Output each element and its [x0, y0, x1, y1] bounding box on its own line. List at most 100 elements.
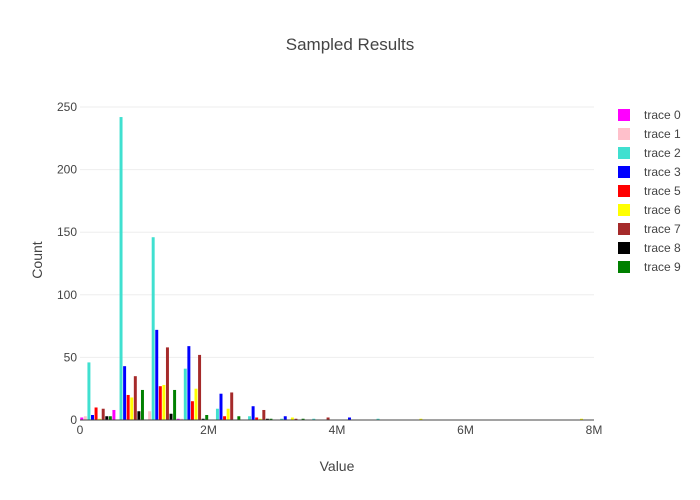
bar: [248, 416, 252, 420]
bar: [137, 411, 141, 420]
bar: [265, 418, 269, 420]
x-tick-label: 6M: [457, 423, 474, 437]
bar: [158, 386, 162, 420]
legend-item[interactable]: trace 9: [618, 260, 681, 274]
legend-label: trace 6: [644, 203, 681, 217]
bar: [580, 418, 583, 420]
bar: [190, 401, 194, 420]
bar: [119, 117, 123, 420]
bar: [419, 418, 423, 420]
bar: [101, 408, 105, 420]
bar: [98, 418, 102, 420]
legend-label: trace 9: [644, 260, 681, 274]
legend-item[interactable]: trace 7: [618, 222, 681, 236]
legend-swatch: [618, 223, 630, 235]
bar: [255, 417, 259, 420]
y-tick-label: 100: [57, 288, 77, 302]
bar: [140, 389, 144, 420]
legend-item[interactable]: trace 1: [618, 127, 681, 141]
bar: [126, 394, 130, 420]
legend-label: trace 1: [644, 127, 681, 141]
legend-label: trace 7: [644, 222, 681, 236]
bar: [269, 418, 273, 420]
bar: [133, 376, 137, 420]
bar: [326, 417, 330, 420]
legend-swatch: [618, 109, 630, 121]
legend-item[interactable]: trace 6: [618, 203, 681, 217]
x-tick-label: 2M: [200, 423, 217, 437]
legend[interactable]: trace 0 trace 1 trace 2 trace 3 trace 5 trace…: [618, 108, 681, 274]
bar: [312, 418, 316, 420]
bar: [215, 408, 219, 420]
bar: [201, 418, 205, 420]
bar: [301, 418, 305, 420]
bar: [165, 347, 169, 420]
legend-swatch: [618, 204, 630, 216]
bar: [290, 417, 294, 420]
bar: [237, 416, 241, 420]
chart-title: Sampled Results: [286, 35, 415, 54]
y-axis-ticks: 0 50 100 150 200 250: [57, 100, 77, 427]
bar: [194, 388, 198, 420]
legend-swatch: [618, 147, 630, 159]
bar: [226, 408, 230, 420]
bar: [151, 237, 155, 420]
bars: [80, 117, 583, 420]
x-tick-label: 4M: [329, 423, 346, 437]
bar: [198, 354, 202, 420]
bar: [262, 409, 266, 420]
y-axis-title: Count: [29, 241, 45, 278]
bar: [230, 392, 234, 420]
x-tick-label: 0: [77, 423, 84, 437]
x-tick-label: 8M: [586, 423, 603, 437]
y-tick-label: 200: [57, 163, 77, 177]
y-tick-label: 150: [57, 225, 77, 239]
bar: [251, 406, 255, 420]
bar: [376, 418, 380, 420]
legend-swatch: [618, 261, 630, 273]
bar: [155, 329, 159, 420]
x-axis-title: Value: [320, 458, 355, 474]
legend-label: trace 8: [644, 241, 681, 255]
bar: [162, 384, 166, 420]
bar: [219, 393, 223, 420]
bar: [187, 346, 191, 420]
bar: [176, 418, 180, 420]
gridlines: [80, 106, 594, 358]
legend-item[interactable]: trace 5: [618, 184, 681, 198]
legend-label: trace 0: [644, 108, 681, 122]
legend-swatch: [618, 242, 630, 254]
legend-item[interactable]: trace 2: [618, 146, 681, 160]
bar: [180, 418, 184, 420]
legend-label: trace 3: [644, 165, 681, 179]
x-axis-ticks: 0 2M 4M 6M 8M: [77, 423, 603, 437]
bar: [87, 362, 91, 420]
bar: [108, 416, 112, 420]
bar: [105, 416, 109, 420]
bar: [173, 389, 177, 420]
legend-swatch: [618, 128, 630, 140]
bar: [223, 416, 227, 420]
bar: [183, 368, 187, 420]
bar: [94, 407, 98, 420]
y-tick-label: 50: [64, 350, 78, 364]
legend-swatch: [618, 185, 630, 197]
legend-item[interactable]: trace 0: [618, 108, 681, 122]
legend-item[interactable]: trace 8: [618, 241, 681, 255]
legend-label: trace 5: [644, 184, 681, 198]
legend-swatch: [618, 166, 630, 178]
bar: [83, 416, 87, 420]
bar: [91, 414, 94, 420]
bar: [148, 411, 152, 420]
bar: [80, 417, 84, 420]
legend-item[interactable]: trace 3: [618, 165, 681, 179]
bar: [130, 397, 134, 420]
bar: [205, 414, 209, 420]
bar: [294, 418, 298, 420]
bar: [123, 366, 127, 420]
legend-label: trace 2: [644, 146, 681, 160]
y-tick-label: 250: [57, 100, 77, 114]
bar: [283, 416, 287, 420]
bar: [258, 418, 262, 420]
